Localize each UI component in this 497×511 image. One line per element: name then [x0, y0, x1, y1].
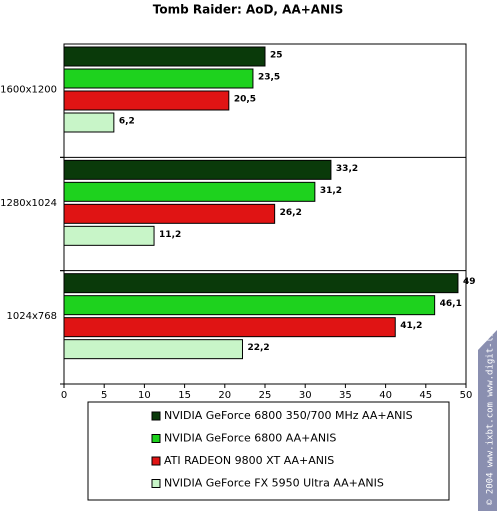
value-label: 20,5 [234, 95, 256, 105]
y-tick-label: 1024x768 [7, 311, 57, 322]
bar [63, 46, 266, 67]
watermark-band [478, 330, 497, 511]
legend-label: NVIDIA GeForce FX 5950 Ultra AA+ANIS [164, 477, 384, 490]
bar [63, 159, 332, 180]
x-tick-label: 15 [178, 390, 191, 401]
x-tick-label: 0 [61, 390, 67, 401]
value-label: 23,5 [258, 73, 280, 83]
x-tick-label: 30 [299, 390, 312, 401]
watermark: © 2004 www.ixbt.com www.digit-life.com [486, 299, 496, 505]
x-tick-label: 50 [460, 390, 473, 401]
chart-title: Tomb Raider: AoD, AA+ANIS [153, 3, 343, 17]
value-label: 6,2 [119, 117, 135, 127]
value-label: 31,2 [320, 186, 342, 196]
legend-swatch [151, 411, 161, 421]
bar [63, 181, 316, 202]
legend-swatch [151, 479, 161, 488]
value-label: 46,1 [440, 299, 462, 309]
bar [63, 273, 459, 294]
x-tick-label: 35 [339, 390, 352, 401]
y-tick-label: 1600x1200 [0, 85, 57, 96]
bar [63, 295, 436, 316]
x-tick-label: 5 [101, 390, 107, 401]
bar [63, 90, 230, 111]
legend-swatch [151, 434, 161, 443]
legend-label: ATI RADEON 9800 XT AA+ANIS [164, 454, 334, 467]
y-tick-label: 1280x1024 [0, 198, 57, 209]
value-label: 22,2 [247, 343, 269, 353]
legend-swatch [151, 456, 161, 466]
value-label: 49 [463, 277, 476, 287]
bar [63, 68, 254, 89]
x-tick-label: 45 [419, 390, 432, 401]
value-label: 26,2 [280, 208, 302, 218]
bar [63, 112, 115, 133]
bar [63, 225, 155, 246]
x-tick-label: 25 [259, 390, 272, 401]
bar [63, 339, 243, 360]
legend-label: NVIDIA GeForce 6800 AA+ANIS [164, 432, 336, 445]
value-label: 41,2 [400, 321, 422, 331]
value-label: 33,2 [336, 164, 358, 174]
x-tick-label: 40 [379, 390, 392, 401]
bar [63, 203, 276, 224]
x-tick-label: 20 [218, 390, 231, 401]
legend-label: NVIDIA GeForce 6800 350/700 MHz AA+ANIS [164, 409, 413, 422]
x-tick-label: 10 [138, 390, 151, 401]
value-label: 11,2 [159, 230, 181, 240]
bar [63, 317, 396, 338]
legend [87, 401, 450, 501]
value-label: 25 [270, 51, 283, 61]
